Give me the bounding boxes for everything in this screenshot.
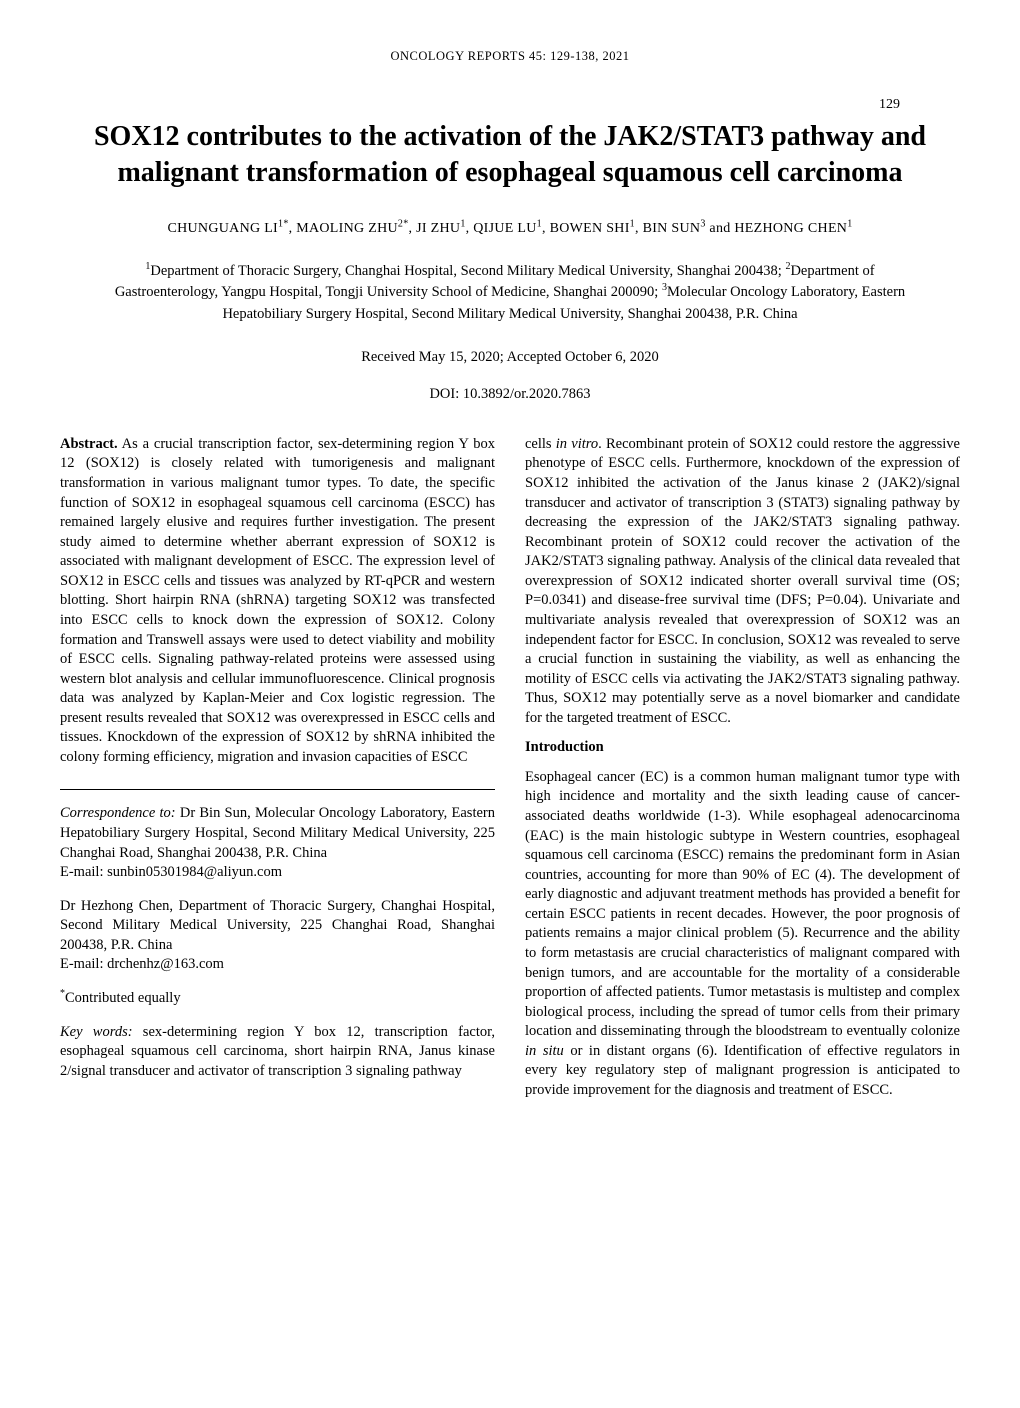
abstract-body-col1: As a crucial transcription factor, sex-d… <box>60 436 495 765</box>
introduction-heading: Introduction <box>525 738 960 758</box>
running-header: ONCOLOGY REPORTS 45: 129-138, 2021 <box>60 48 960 65</box>
correspondence-item-2: Dr Hezhong Chen, Department of Thoracic … <box>60 897 495 975</box>
affiliations: 1Department of Thoracic Surgery, Changha… <box>60 261 960 326</box>
contributed-equally: *Contributed equally <box>60 989 495 1009</box>
article-title: SOX12 contributes to the activation of t… <box>60 119 960 192</box>
body-columns: Abstract. As a crucial transcription fac… <box>60 435 960 1101</box>
keywords: Key words: sex-determining region Y box … <box>60 1023 495 1082</box>
abstract-paragraph-col2: cells in vitro. Recombinant protein of S… <box>525 435 960 728</box>
correspondence-label: Correspondence to: <box>60 805 176 821</box>
doi: DOI: 10.3892/or.2020.7863 <box>60 385 960 405</box>
correspondence-email-1: E-mail: sunbin05301984@aliyun.com <box>60 864 282 880</box>
correspondence-text-2: Dr Hezhong Chen, Department of Thoracic … <box>60 898 495 953</box>
correspondence-item-1: Correspondence to: Dr Bin Sun, Molecular… <box>60 804 495 882</box>
abstract-label: Abstract. <box>60 436 118 452</box>
introduction-paragraph: Esophageal cancer (EC) is a common human… <box>525 768 960 1101</box>
page-number: 129 <box>879 96 900 115</box>
received-accepted-dates: Received May 15, 2020; Accepted October … <box>60 348 960 368</box>
abstract-paragraph-col1: Abstract. As a crucial transcription fac… <box>60 435 495 768</box>
correspondence-block: Correspondence to: Dr Bin Sun, Molecular… <box>60 789 495 1081</box>
author-list: CHUNGUANG LI1*, MAOLING ZHU2*, JI ZHU1, … <box>60 220 960 239</box>
keywords-label: Key words: <box>60 1024 133 1040</box>
correspondence-email-2: E-mail: drchenhz@163.com <box>60 956 224 972</box>
